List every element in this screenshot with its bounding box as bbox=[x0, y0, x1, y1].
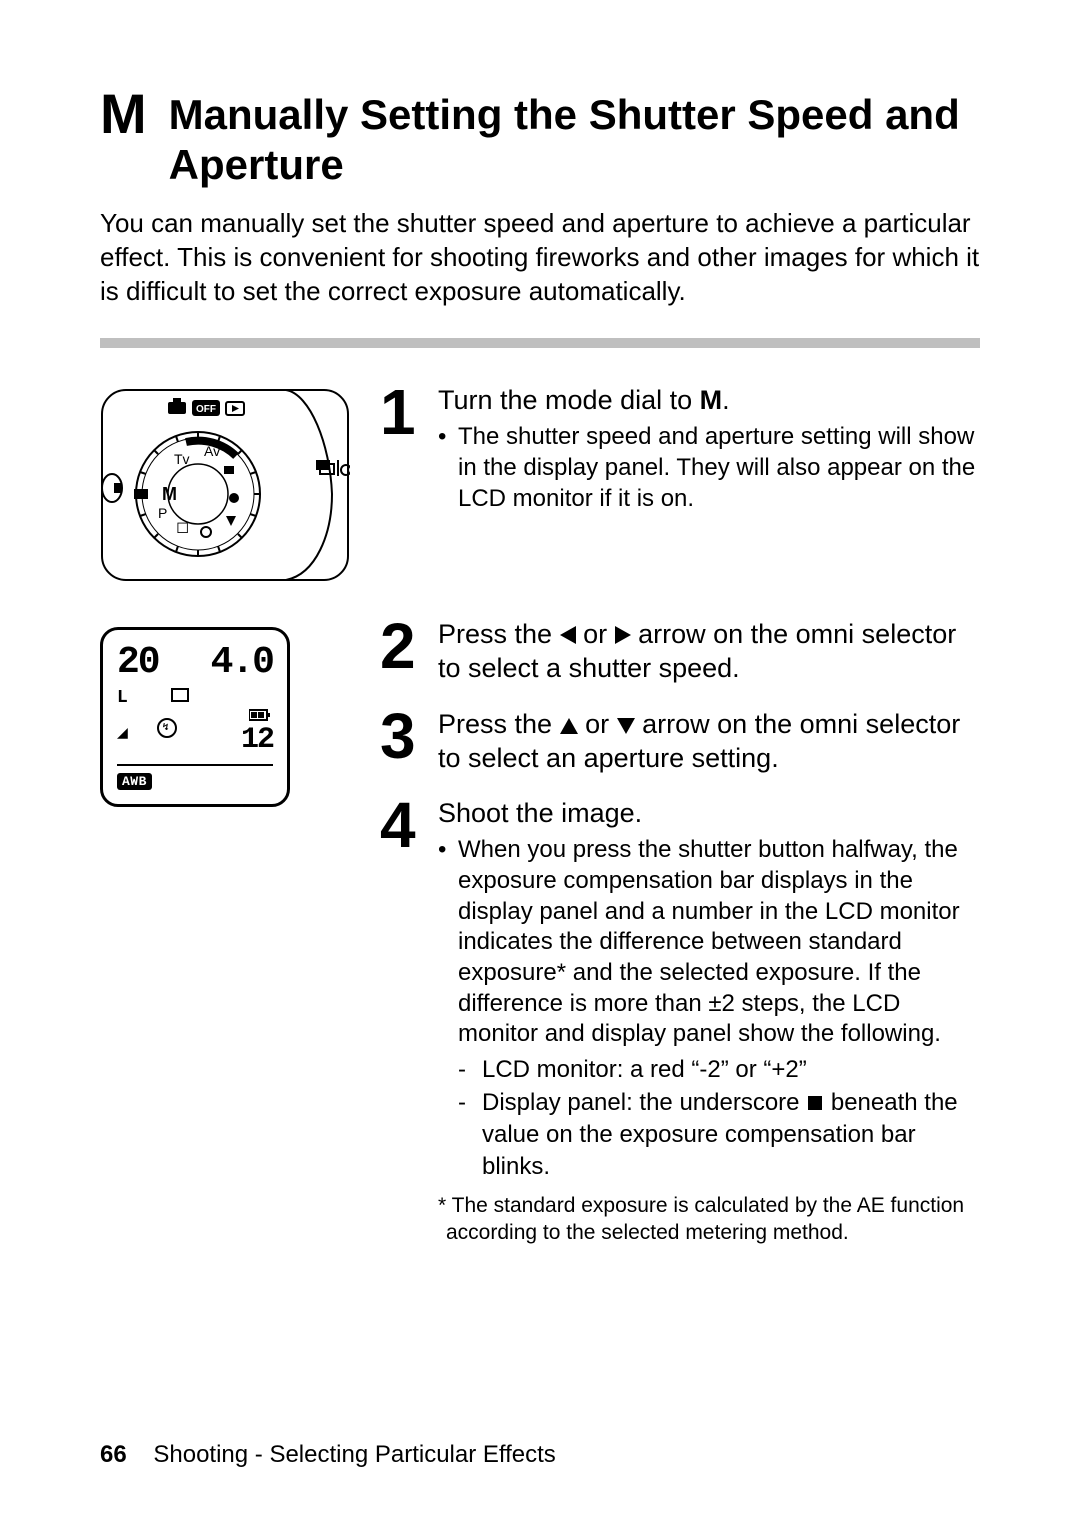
page-title: Manually Setting the Shutter Speed and A… bbox=[169, 90, 980, 189]
step-heading: Shoot the image. bbox=[438, 797, 980, 831]
step-heading: Turn the mode dial to M. bbox=[438, 384, 980, 418]
steps-column: 1 Turn the mode dial to M. • The shutter… bbox=[380, 384, 980, 1264]
page-title-row: M Manually Setting the Shutter Speed and… bbox=[100, 90, 980, 189]
step-bullet: • The shutter speed and aperture setting… bbox=[438, 422, 980, 514]
page-footer: 66 Shooting - Selecting Particular Effec… bbox=[100, 1441, 556, 1469]
mode-letter: M bbox=[100, 86, 147, 142]
step-number: 4 bbox=[380, 797, 428, 1246]
svg-text:Tv: Tv bbox=[174, 451, 190, 467]
step-bullet: • When you press the shutter button half… bbox=[438, 835, 980, 1050]
svg-text:Av: Av bbox=[204, 443, 220, 459]
step-2: 2 Press the or arrow on the omni selecto… bbox=[380, 618, 980, 690]
underscore-square-icon bbox=[808, 1096, 822, 1110]
footnote: * The standard exposure is calculated by… bbox=[438, 1192, 980, 1247]
illustration-column: OFF bbox=[100, 384, 350, 1264]
step-number: 1 bbox=[380, 384, 428, 518]
lcd-shots-remaining: 12 bbox=[241, 727, 273, 754]
step-number: 2 bbox=[380, 618, 428, 690]
down-arrow-icon bbox=[617, 718, 635, 734]
lcd-wb-label: AWB bbox=[117, 773, 152, 790]
intro-paragraph: You can manually set the shutter speed a… bbox=[100, 207, 980, 308]
footer-section: Shooting - Selecting Particular Effects bbox=[153, 1441, 555, 1468]
section-divider bbox=[100, 338, 980, 348]
right-arrow-icon bbox=[615, 626, 631, 644]
step-3: 3 Press the or arrow on the omni selecto… bbox=[380, 708, 980, 780]
step-heading: Press the or arrow on the omni selector … bbox=[438, 618, 980, 686]
lcd-aperture-value: 4.0 bbox=[211, 644, 273, 682]
svg-text:P: P bbox=[158, 505, 167, 521]
left-arrow-icon bbox=[560, 626, 576, 644]
svg-text:OFF: OFF bbox=[196, 404, 216, 415]
flash-icon: ◢ bbox=[117, 724, 128, 744]
lcd-shutter-value: 20 bbox=[117, 644, 159, 682]
step-dash-item: - LCD monitor: a red “-2” or “+2” bbox=[438, 1054, 980, 1086]
lcd-size-label: L bbox=[117, 688, 128, 708]
up-arrow-icon bbox=[560, 718, 578, 734]
off-badge-icon: OFF bbox=[192, 400, 220, 416]
step-4: 4 Shoot the image. • When you press the … bbox=[380, 797, 980, 1246]
single-frame-icon bbox=[171, 688, 189, 702]
dial-m-label: M bbox=[162, 484, 177, 504]
page-number: 66 bbox=[100, 1441, 127, 1468]
drive-icon: ↯ bbox=[157, 718, 177, 738]
step-dash-item: - Display panel: the underscore beneath … bbox=[438, 1087, 980, 1184]
step-number: 3 bbox=[380, 708, 428, 780]
svg-text:◻: ◻ bbox=[176, 519, 189, 536]
step-1: 1 Turn the mode dial to M. • The shutter… bbox=[380, 384, 980, 518]
step-heading: Press the or arrow on the omni selector … bbox=[438, 708, 980, 776]
camera-top-illustration: OFF bbox=[100, 384, 350, 584]
display-panel-illustration: 20 4.0 L ◢ ↯ bbox=[100, 627, 290, 807]
